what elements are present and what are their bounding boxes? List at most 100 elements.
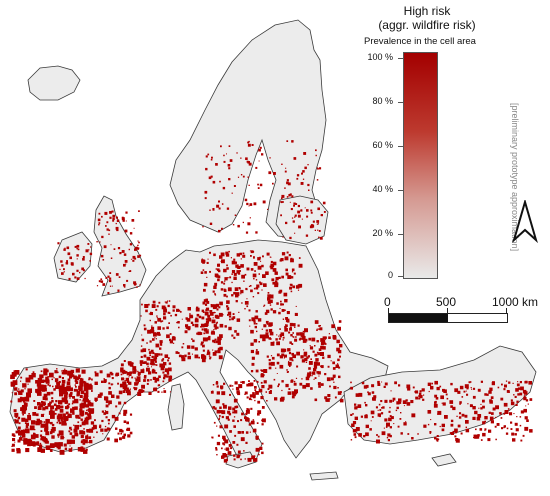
risk-cell <box>304 207 306 209</box>
risk-cell <box>192 323 195 327</box>
risk-cell <box>286 140 289 142</box>
risk-cell <box>227 418 230 421</box>
risk-cell <box>84 417 89 422</box>
risk-cell <box>91 427 95 430</box>
risk-cell <box>45 440 49 444</box>
risk-cell <box>496 423 500 426</box>
risk-cell <box>354 416 358 420</box>
risk-cell <box>291 271 294 273</box>
risk-cell <box>355 427 360 431</box>
risk-cell <box>274 271 278 275</box>
risk-cell <box>218 200 220 203</box>
risk-cell <box>194 318 199 323</box>
risk-cell <box>240 264 244 268</box>
risk-cell <box>52 437 54 439</box>
risk-cell <box>70 408 75 413</box>
risk-cell <box>200 343 203 346</box>
risk-cell <box>379 415 381 418</box>
risk-cell <box>73 424 75 426</box>
risk-cell <box>128 270 130 272</box>
risk-cell <box>256 449 258 451</box>
risk-cell <box>211 156 213 159</box>
risk-cell <box>298 285 302 288</box>
risk-cell <box>247 161 250 164</box>
risk-cell <box>433 403 438 408</box>
risk-cell <box>99 370 103 374</box>
risk-cell <box>146 382 149 385</box>
risk-cell <box>454 435 457 438</box>
risk-cell <box>376 434 378 436</box>
risk-cell <box>121 216 124 219</box>
risk-cell <box>450 419 454 423</box>
risk-cell <box>516 383 520 387</box>
risk-cell <box>214 312 216 314</box>
risk-cell <box>232 407 236 411</box>
risk-cell <box>77 248 80 251</box>
risk-cell <box>115 273 119 276</box>
risk-cell <box>207 314 210 318</box>
risk-cell <box>24 388 26 390</box>
risk-cell <box>253 277 255 280</box>
scale-bar <box>388 313 508 323</box>
risk-cell <box>387 439 390 442</box>
legend-tick-label: 100 % <box>367 52 393 62</box>
risk-cell <box>159 363 164 368</box>
risk-cell <box>138 389 143 393</box>
legend-tick-mark <box>398 58 403 59</box>
risk-cell <box>83 401 87 404</box>
risk-cell <box>506 427 509 430</box>
risk-cell <box>120 363 124 367</box>
risk-cell <box>181 318 183 320</box>
risk-cell <box>436 439 439 442</box>
risk-cell <box>222 442 225 445</box>
risk-cell <box>482 421 486 425</box>
risk-cell <box>248 205 250 207</box>
risk-cell <box>289 193 292 196</box>
risk-cell <box>472 395 476 399</box>
risk-cell <box>480 439 483 441</box>
risk-cell <box>251 144 254 146</box>
risk-cell <box>302 384 307 389</box>
risk-cell <box>321 366 324 369</box>
risk-cell <box>76 244 80 248</box>
risk-cell <box>377 435 380 438</box>
risk-cell <box>80 390 85 395</box>
risk-cell <box>144 304 149 308</box>
risk-cell <box>146 367 150 372</box>
risk-cell <box>470 387 472 389</box>
risk-cell <box>524 426 529 431</box>
risk-cell <box>111 285 113 287</box>
risk-cell <box>275 367 277 369</box>
risk-cell <box>251 455 255 460</box>
risk-cell <box>39 434 43 437</box>
risk-cell <box>479 428 483 431</box>
risk-cell <box>104 211 108 215</box>
risk-cell <box>64 447 68 450</box>
risk-cell <box>126 427 131 431</box>
risk-cell <box>191 338 193 340</box>
risk-cell <box>284 299 288 303</box>
risk-cell <box>150 349 154 353</box>
risk-cell <box>135 246 138 250</box>
risk-cell <box>137 391 140 394</box>
risk-cell <box>289 236 292 240</box>
risk-cell <box>204 271 207 274</box>
risk-cell <box>403 405 405 407</box>
risk-cell <box>55 400 58 403</box>
risk-cell <box>254 399 256 402</box>
risk-cell <box>436 435 439 438</box>
risk-cell <box>245 231 249 234</box>
risk-cell <box>98 222 101 224</box>
risk-cell <box>300 332 305 337</box>
risk-cell <box>181 357 186 362</box>
risk-cell <box>327 365 330 368</box>
risk-cell <box>60 419 63 422</box>
risk-cell <box>227 307 230 309</box>
risk-cell <box>37 402 41 406</box>
legend-tick-label: 40 % <box>372 184 393 194</box>
risk-cell <box>257 183 259 186</box>
risk-cell <box>233 272 237 276</box>
risk-cell <box>231 334 234 337</box>
risk-cell <box>158 301 161 304</box>
risk-cell <box>129 243 133 246</box>
